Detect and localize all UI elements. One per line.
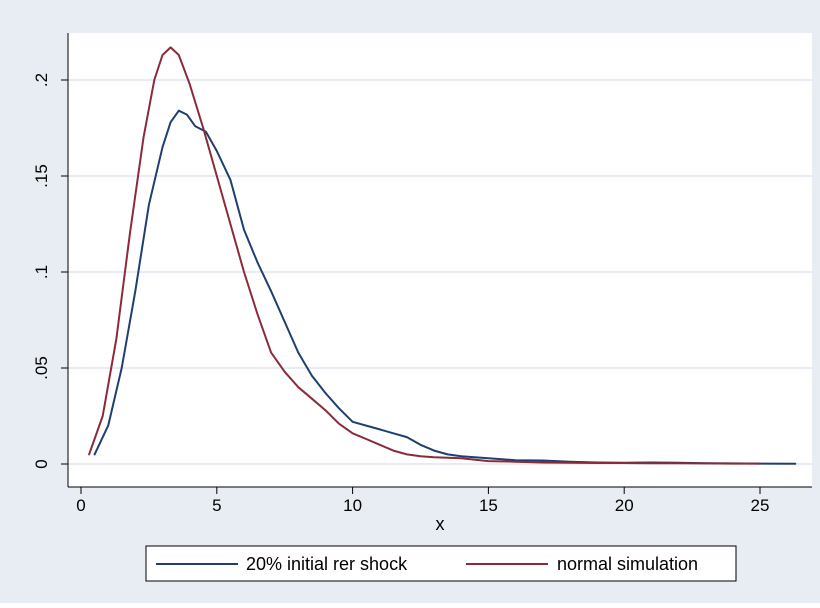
- x-tick-label-3: 15: [479, 496, 498, 515]
- legend-label-0: 20% initial rer shock: [246, 554, 408, 574]
- y-tick-label-0: 0: [32, 459, 51, 468]
- x-tick-label-4: 20: [615, 496, 634, 515]
- x-tick-label-0: 0: [76, 496, 85, 515]
- legend-box: [145, 545, 737, 582]
- y-tick-label-1: .05: [32, 356, 51, 380]
- x-axis-ticks: 0 5 10 15 20 25: [76, 487, 769, 515]
- series-lines: [88, 46, 797, 465]
- x-tick-label-5: 25: [751, 496, 770, 515]
- y-tick-label-4: .2: [32, 73, 51, 87]
- legend: 20% initial rer shock normal simulation: [145, 545, 737, 582]
- y-axis-ticks: 0 .05 .1 .15 .2: [32, 73, 68, 469]
- x-axis-label: x: [436, 514, 445, 534]
- series-line-1: [88, 46, 761, 465]
- x-tick-label-1: 5: [212, 496, 221, 515]
- y-tick-label-3: .15: [32, 164, 51, 188]
- y-tick-label-2: .1: [32, 265, 51, 279]
- legend-label-1: normal simulation: [557, 554, 698, 574]
- x-tick-label-2: 10: [343, 496, 362, 515]
- plot-area: [68, 33, 812, 487]
